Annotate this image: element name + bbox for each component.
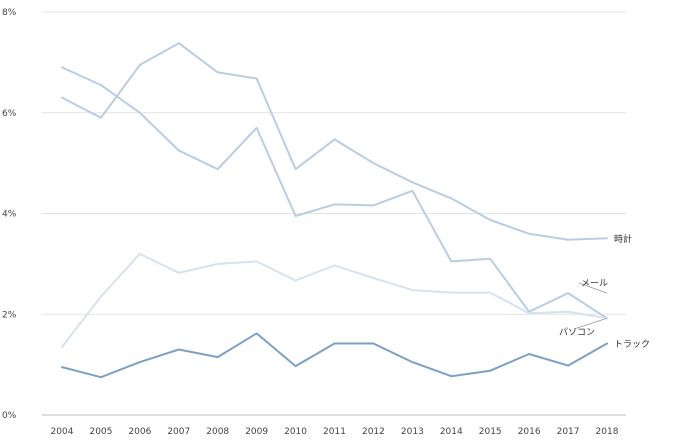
x-tick-label: 2004 [51,427,74,437]
x-tick-label: 2016 [518,427,541,437]
x-tick-label: 2005 [89,427,112,437]
x-tick-label: 2015 [479,427,502,437]
series-label: メール [581,279,608,289]
y-axis-ticks: 0% 2% 4% 6% 8% [2,8,17,421]
y-tick-label: 0% [2,411,17,421]
series-line-パソコン [61,252,608,348]
series-line-メール [61,42,608,241]
label-leader-line [578,282,608,294]
series-lines [61,42,608,379]
x-tick-label: 2018 [596,427,619,437]
series-label: パソコン [559,327,595,338]
x-tick-label: 2012 [362,427,385,437]
x-axis-ticks: 2004 2005 2006 2007 2008 2009 2010 2011 2012 2013… [51,427,619,437]
x-tick-label: 2009 [245,427,268,437]
series-label: 時計 [614,233,632,245]
x-tick-label: 2006 [128,427,151,437]
y-tick-label: 4% [2,210,17,220]
series-line-トラック [61,332,608,379]
y-tick-label: 8% [2,8,17,18]
x-tick-label: 2010 [284,427,307,437]
label-leader-line [573,317,608,330]
series-label: トラック [614,339,650,350]
grid-lines [42,11,626,416]
x-tick-label: 2014 [440,427,463,437]
x-tick-label: 2013 [401,427,424,437]
y-tick-label: 6% [2,109,17,119]
y-tick-label: 2% [2,310,17,320]
x-tick-label: 2008 [206,427,229,437]
series-line-時計 [61,66,608,320]
x-tick-label: 2007 [167,427,190,437]
x-tick-label: 2011 [323,427,346,437]
x-tick-label: 2017 [557,427,580,437]
